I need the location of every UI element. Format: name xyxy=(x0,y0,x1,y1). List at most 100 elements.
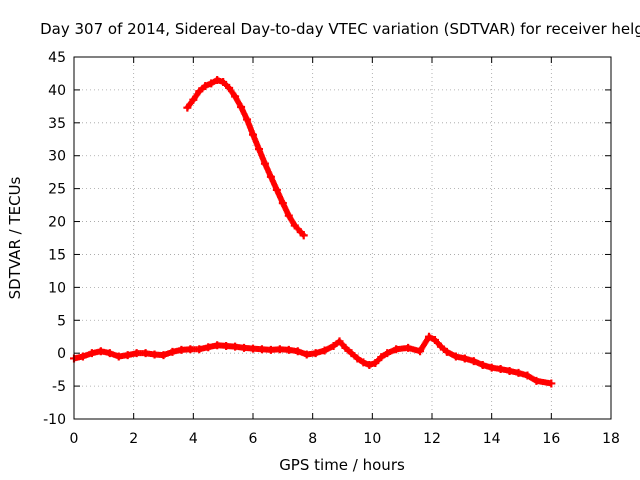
data-point xyxy=(335,337,344,346)
x-axis-label: GPS time / hours xyxy=(279,456,405,474)
data-point xyxy=(243,115,252,124)
y-axis-label: SDTVAR / TECUs xyxy=(6,176,24,299)
data-point xyxy=(260,159,269,168)
data-point xyxy=(404,343,413,352)
data-point xyxy=(532,376,541,385)
y-tick-label: 35 xyxy=(48,116,66,132)
data-point xyxy=(329,341,338,350)
y-tick-label: 25 xyxy=(48,182,66,198)
x-tick-label: 8 xyxy=(308,431,317,447)
x-tick-label: 12 xyxy=(423,431,441,447)
data-point xyxy=(302,350,311,359)
x-tick-label: 16 xyxy=(542,431,560,447)
y-tick-label: 45 xyxy=(48,50,66,66)
data-point xyxy=(183,103,192,112)
data-point xyxy=(514,368,523,377)
data-point xyxy=(392,345,401,354)
data-point xyxy=(460,354,469,363)
data-point xyxy=(222,341,231,350)
data-point xyxy=(487,363,496,372)
data-points xyxy=(70,76,556,388)
data-point xyxy=(284,211,293,220)
data-point xyxy=(213,341,222,350)
x-tick-label: 14 xyxy=(483,431,501,447)
data-point xyxy=(311,349,320,358)
data-point xyxy=(195,87,204,96)
data-point xyxy=(168,347,177,356)
data-point xyxy=(299,231,308,240)
y-tick-label: -10 xyxy=(43,412,66,428)
y-tick-label: 15 xyxy=(48,247,66,263)
data-point xyxy=(231,92,240,101)
data-point xyxy=(416,347,425,356)
data-point xyxy=(141,349,150,358)
x-tick-label: 18 xyxy=(602,431,620,447)
data-point xyxy=(266,345,275,354)
data-point xyxy=(496,364,505,373)
data-point xyxy=(383,349,392,358)
data-point xyxy=(78,352,87,361)
data-point xyxy=(523,371,532,380)
data-point xyxy=(219,78,228,87)
x-tick-label: 0 xyxy=(70,431,79,447)
data-point xyxy=(547,379,556,388)
data-point xyxy=(132,349,141,358)
data-point xyxy=(371,359,380,368)
data-point xyxy=(123,351,132,360)
y-tick-label: -5 xyxy=(52,379,66,395)
data-point xyxy=(353,354,362,363)
y-axis: -10 -5 0 5 10 15 20 25 30 35 40 45 xyxy=(43,50,611,428)
data-point xyxy=(254,145,263,154)
data-point xyxy=(293,347,302,356)
data-point xyxy=(377,353,386,362)
data-point xyxy=(186,345,195,354)
data-point xyxy=(275,345,284,354)
chart-title: Day 307 of 2014, Sidereal Day-to-day VTE… xyxy=(40,20,640,38)
data-point xyxy=(240,343,249,352)
data-point xyxy=(96,347,105,356)
data-point xyxy=(177,345,186,354)
data-point xyxy=(436,342,445,351)
data-point xyxy=(231,342,240,351)
data-point xyxy=(341,343,350,352)
y-tick-label: 5 xyxy=(57,313,66,329)
data-point xyxy=(425,332,434,341)
data-point xyxy=(150,350,159,359)
data-point xyxy=(189,95,198,104)
x-tick-label: 10 xyxy=(363,431,381,447)
x-tick-label: 4 xyxy=(189,431,198,447)
grid xyxy=(74,57,611,419)
data-point xyxy=(266,172,275,181)
data-point xyxy=(105,349,114,358)
data-point xyxy=(359,358,368,367)
y-tick-label: 0 xyxy=(57,346,66,362)
data-point xyxy=(195,345,204,354)
data-point xyxy=(249,344,257,353)
data-point xyxy=(469,357,478,366)
x-axis: 0 2 4 6 8 10 12 14 16 18 xyxy=(70,57,620,447)
data-point xyxy=(159,351,168,360)
data-point xyxy=(204,343,213,352)
data-point xyxy=(290,221,299,230)
data-point xyxy=(320,346,329,355)
data-point xyxy=(207,79,216,88)
y-tick-label: 30 xyxy=(48,149,66,165)
data-point xyxy=(114,352,123,361)
data-point xyxy=(478,361,487,370)
data-point xyxy=(213,76,222,85)
data-point xyxy=(257,345,266,354)
data-point xyxy=(87,349,96,358)
data-point xyxy=(278,199,287,208)
plot-frame xyxy=(73,56,612,420)
data-point xyxy=(249,130,257,139)
data-point xyxy=(505,366,514,375)
data-point xyxy=(365,361,374,370)
data-series xyxy=(183,76,308,240)
data-point xyxy=(201,81,210,90)
data-series xyxy=(70,332,556,388)
y-tick-label: 10 xyxy=(48,280,66,296)
data-point xyxy=(430,336,439,345)
data-point xyxy=(237,103,246,112)
data-point xyxy=(284,345,293,354)
